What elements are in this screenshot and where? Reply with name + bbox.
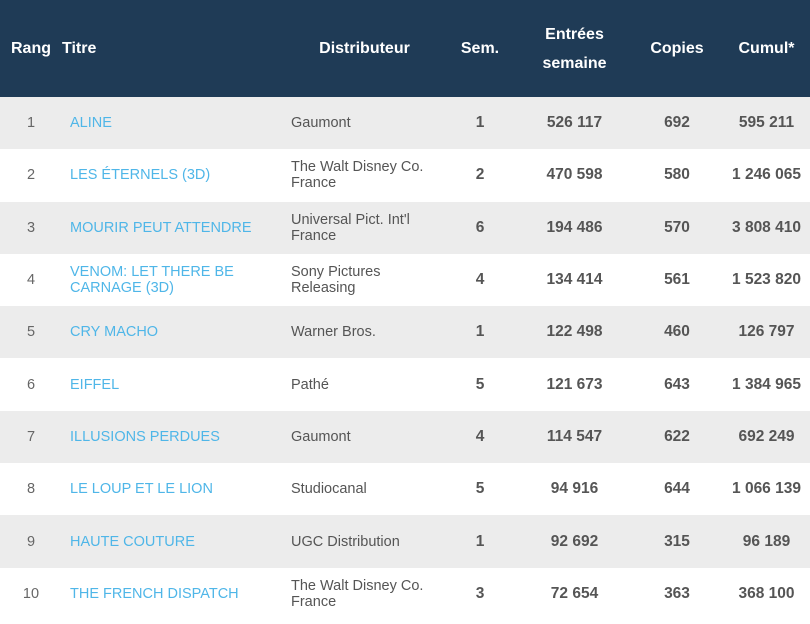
copies-cell: 460 — [664, 323, 690, 341]
distributor-cell: Pathé — [291, 376, 329, 393]
copies-cell: 570 — [664, 218, 690, 236]
cumul-cell: 1 066 139 — [732, 480, 801, 498]
header-cumul[interactable]: Cumul* — [738, 40, 795, 57]
cumul-cell: 1 246 065 — [732, 166, 801, 184]
copies-cell: 622 — [664, 427, 690, 445]
header-distributor[interactable]: Distributeur — [319, 40, 410, 57]
table-row: 4 VENOM: LET THERE BE CARNAGE (3D) Sony Pi… — [0, 253, 810, 307]
header-entries[interactable]: Entrées semaine — [518, 0, 631, 97]
copies-cell: 561 — [664, 271, 690, 289]
copies-cell: 692 — [664, 114, 690, 132]
rank-cell: 8 — [26, 481, 36, 498]
rank-cell: 3 — [26, 219, 36, 236]
film-title-link[interactable]: ILLUSIONS PERDUES — [70, 428, 220, 445]
rank-cell: 4 — [26, 272, 36, 289]
rank-cell: 2 — [26, 167, 36, 184]
distributor-cell: UGC Distribution — [291, 533, 400, 550]
cumul-cell: 368 100 — [738, 584, 795, 602]
entries-cell: 122 498 — [546, 323, 603, 341]
cumul-cell: 692 249 — [738, 427, 795, 445]
cumul-cell: 3 808 410 — [732, 218, 801, 236]
copies-cell: 644 — [664, 480, 690, 498]
rank-cell: 6 — [26, 376, 36, 393]
table-row: 2 LES ÉTERNELS (3D) The Walt Disney Co. Fr… — [0, 149, 810, 202]
weeks-cell: 1 — [475, 114, 485, 132]
table-row: 1 ALINE Gaumont 1 526 117 692 595 211 — [0, 97, 810, 150]
weeks-cell: 5 — [475, 480, 485, 498]
header-title[interactable]: Titre — [62, 40, 97, 57]
rank-cell: 10 — [22, 585, 40, 602]
distributor-cell: Sony Pictures Releasing — [291, 264, 381, 297]
film-title-link[interactable]: CRY MACHO — [70, 324, 159, 341]
distributor-cell: Studiocanal — [291, 481, 367, 498]
film-title-link[interactable]: LES ÉTERNELS (3D) — [70, 167, 211, 184]
weeks-cell: 3 — [475, 584, 485, 602]
distributor-cell: Warner Bros. — [291, 324, 376, 341]
entries-cell: 94 916 — [550, 480, 599, 498]
weeks-cell: 1 — [475, 323, 485, 341]
cumul-cell: 1 523 820 — [732, 271, 801, 289]
cumul-cell: 595 211 — [738, 114, 795, 132]
weeks-cell: 4 — [475, 271, 485, 289]
header-weeks[interactable]: Sem. — [460, 40, 500, 57]
cumul-cell: 1 384 965 — [732, 375, 801, 393]
distributor-cell: Gaumont — [291, 115, 351, 132]
weeks-cell: 6 — [475, 218, 485, 236]
table-row: 7 ILLUSIONS PERDUES Gaumont 4 114 547 622 692 … — [0, 410, 810, 464]
entries-cell: 92 692 — [550, 532, 599, 550]
distributor-cell: Universal Pict. Int'l France — [291, 211, 410, 244]
film-title-link[interactable]: HAUTE COUTURE — [70, 533, 195, 550]
rank-cell: 5 — [26, 324, 36, 341]
distributor-cell: The Walt Disney Co. France — [291, 159, 424, 192]
header-rank[interactable]: Rang — [11, 40, 51, 57]
entries-cell: 72 654 — [550, 584, 599, 602]
copies-cell: 363 — [664, 584, 690, 602]
copies-cell: 643 — [664, 375, 690, 393]
table-row: 9 HAUTE COUTURE UGC Distribution 1 92 692 315… — [0, 515, 810, 568]
weeks-cell: 4 — [475, 427, 485, 445]
rank-cell: 1 — [26, 115, 36, 132]
rank-cell: 7 — [26, 428, 36, 445]
table-header: Rang Titre Distributeur Sem. Entrées sem… — [0, 0, 810, 97]
distributor-cell: Gaumont — [291, 428, 351, 445]
film-title-link[interactable]: LE LOUP ET LE LION — [70, 481, 213, 498]
header-entries-line1: Entrées — [545, 25, 604, 43]
table-row: 8 LE LOUP ET LE LION Studiocanal 5 94 916 644… — [0, 463, 810, 516]
table-row: 3 MOURIR PEUT ATTENDRE Universal Pict. Int… — [0, 201, 810, 254]
copies-cell: 315 — [664, 532, 690, 550]
weeks-cell: 2 — [475, 166, 485, 184]
cumul-cell: 96 189 — [742, 532, 791, 550]
distributor-cell: The Walt Disney Co. France — [291, 577, 424, 610]
table-row: 6 EIFFEL Pathé 5 121 673 643 1 384 965 — [0, 358, 810, 411]
rank-cell: 9 — [26, 533, 36, 550]
film-title-link[interactable]: ALINE — [70, 115, 112, 132]
table-row: 5 CRY MACHO Warner Bros. 1 122 498 460 126 797 — [0, 306, 810, 359]
entries-cell: 194 486 — [546, 218, 603, 236]
film-title-link[interactable]: VENOM: LET THERE BE CARNAGE (3D) — [70, 264, 234, 297]
entries-cell: 526 117 — [546, 114, 603, 132]
entries-cell: 470 598 — [546, 166, 603, 184]
table-row: 10 THE FRENCH DISPATCH The Walt Disney Co.… — [0, 567, 810, 620]
entries-cell: 114 547 — [546, 427, 603, 445]
entries-cell: 134 414 — [546, 271, 603, 289]
weeks-cell: 5 — [475, 375, 485, 393]
film-title-link[interactable]: EIFFEL — [70, 376, 120, 393]
table-body: 1 ALINE Gaumont 1 526 117 692 595 211 2 LES ÉTER… — [0, 97, 810, 620]
header-copies[interactable]: Copies — [650, 40, 704, 57]
copies-cell: 580 — [664, 166, 690, 184]
film-title-link[interactable]: MOURIR PEUT ATTENDRE — [70, 219, 252, 236]
header-entries-line2: semaine — [542, 54, 607, 72]
film-title-link[interactable]: THE FRENCH DISPATCH — [70, 585, 239, 602]
entries-cell: 121 673 — [546, 375, 603, 393]
weeks-cell: 1 — [475, 532, 485, 550]
cumul-cell: 126 797 — [738, 323, 795, 341]
